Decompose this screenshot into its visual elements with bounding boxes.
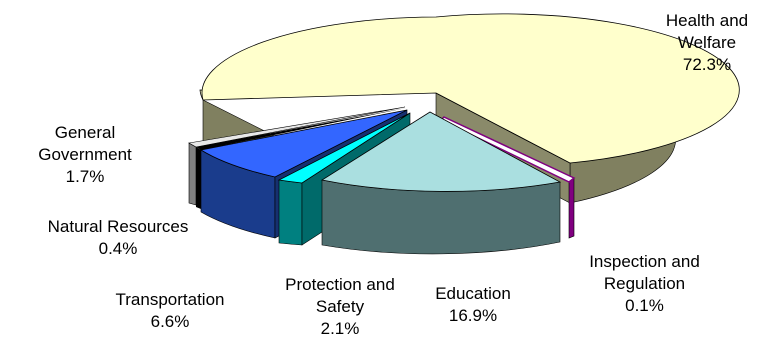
- pie-slice-general-government: [188, 106, 406, 206]
- slice-top-general-government: [188, 106, 406, 148]
- pie-slice-education: [320, 111, 562, 255]
- slice-top-education: [320, 111, 562, 192]
- label-natural-resources: Natural Resources 0.4%: [47, 217, 189, 258]
- slice-side-protection-and-safety: [278, 179, 303, 246]
- slice-top-health-and-welfare-fill: [201, 13, 740, 164]
- label-health-and-welfare: Health and Welfare 72.3%: [665, 11, 749, 74]
- slice-side-inspection-and-regulation: [568, 177, 575, 239]
- pie-slice-natural-resources: [196, 108, 406, 209]
- label-protection-and-safety: Protection and Safety 2.1%: [285, 275, 395, 338]
- slice-side-natural-resources: [196, 147, 201, 209]
- label-general-government: General Government 1.7%: [38, 123, 132, 186]
- slice-top-natural-resources: [196, 108, 406, 150]
- label-inspection-and-regulation: Inspection and Regulation 0.1%: [589, 252, 700, 315]
- slice-top-protection-and-safety: [277, 112, 411, 184]
- slice-top-transportation: [199, 109, 408, 178]
- label-transportation: Transportation 6.6%: [115, 290, 225, 331]
- label-education: Education 16.9%: [435, 284, 511, 325]
- slice-side-general-government: [188, 142, 197, 206]
